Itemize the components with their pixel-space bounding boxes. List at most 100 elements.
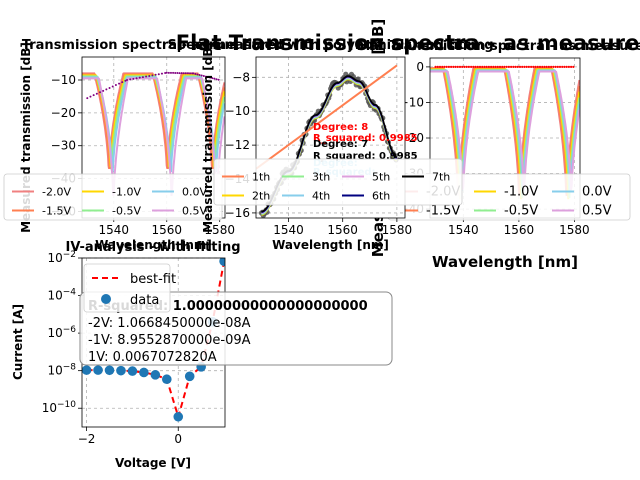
legend-label: -0.5V — [112, 205, 141, 218]
reference-point — [172, 71, 175, 74]
x-tick-label: 1580 — [559, 223, 590, 237]
reference-point — [498, 65, 502, 68]
legend-label: -2.0V — [42, 186, 71, 199]
legend-label: 0.5V — [182, 205, 207, 218]
reference-point — [194, 72, 197, 75]
reference-point — [186, 72, 189, 75]
y-tick-label: −20 — [51, 106, 76, 120]
reference-point — [538, 65, 542, 68]
fit-annotation: R_squared: 0.9985 — [313, 133, 418, 144]
x-tick-label: 1560 — [504, 223, 535, 237]
data-point — [82, 365, 92, 375]
tick-base: 10 — [47, 326, 62, 340]
reference-point — [167, 71, 170, 74]
x-tick-label: −2 — [78, 432, 96, 446]
reference-point — [521, 65, 524, 68]
reference-point — [483, 65, 486, 68]
data-point — [150, 370, 161, 380]
x-axis-label: Voltage [V] — [115, 456, 191, 470]
reference-point — [552, 65, 555, 68]
reference-point — [474, 65, 477, 68]
legend-label: 4th — [312, 190, 330, 203]
reference-point — [541, 65, 544, 68]
tick-exponent: −10 — [57, 400, 76, 410]
reference-point — [554, 65, 557, 68]
annotation-text: -2V: 1.0668450000e-08A — [88, 316, 251, 331]
reference-point — [102, 89, 105, 92]
reference-point — [114, 84, 117, 87]
reference-point — [572, 65, 575, 68]
reference-point — [176, 72, 179, 75]
tick-exponent: −6 — [63, 325, 77, 335]
reference-point — [518, 65, 522, 68]
reference-point — [182, 72, 185, 75]
legend-label: best-fit — [130, 272, 176, 287]
legend-label: 0.0V — [182, 186, 207, 199]
reference-point — [118, 82, 121, 85]
reference-point — [202, 75, 205, 78]
tick-exponent: −8 — [63, 363, 77, 373]
reference-point — [547, 65, 550, 68]
reference-point — [135, 77, 138, 80]
reference-point — [169, 71, 172, 74]
reference-point — [111, 85, 114, 88]
reference-point — [217, 78, 220, 81]
figure-suptitle: Flat Transmission spectra - as measured — [176, 31, 640, 55]
reference-point — [434, 65, 437, 68]
reference-point — [545, 65, 548, 68]
reference-point — [472, 65, 475, 68]
reference-point — [510, 65, 513, 68]
reference-point — [470, 65, 473, 68]
tick-base: 10 — [47, 364, 62, 378]
reference-point — [534, 65, 537, 68]
y-tick-label: 10−4 — [47, 288, 76, 303]
y-tick-label: −8 — [232, 70, 250, 84]
annotation-text: -1V: 8.9552870000e-09A — [88, 333, 251, 348]
axes-title: Transmission spectra - as measured — [22, 38, 285, 53]
y-tick-label: 0 — [416, 60, 424, 74]
axes-title: Flat Transmission spectra - as measured — [357, 39, 640, 54]
reference-point — [196, 73, 199, 76]
reference-point — [525, 65, 528, 68]
reference-point — [465, 65, 468, 68]
reference-point — [105, 88, 108, 91]
reference-point — [145, 75, 148, 78]
reference-point — [530, 65, 533, 68]
x-tick-label: 1540 — [448, 223, 479, 237]
reference-point — [492, 65, 495, 68]
reference-point — [138, 76, 141, 79]
x-tick-label: 1580 — [204, 223, 235, 237]
reference-point — [184, 72, 187, 75]
reference-point — [501, 65, 504, 68]
reference-point — [164, 72, 167, 75]
y-tick-label: −10 — [225, 104, 250, 118]
reference-point — [441, 65, 444, 68]
tick-base: 10 — [42, 401, 57, 415]
reference-point — [463, 65, 466, 68]
reference-point — [132, 77, 135, 80]
x-axis-label: Wavelength [nm] — [95, 238, 212, 252]
reference-point — [204, 75, 207, 78]
axes-title: IV-analysis - with fitting — [66, 240, 241, 255]
reference-point — [211, 77, 214, 80]
reference-point — [157, 73, 160, 76]
reference-point — [458, 65, 462, 68]
reference-point — [454, 65, 457, 68]
x-tick-label: 1540 — [273, 223, 304, 237]
fit-annotation: Degree: 8 — [313, 122, 368, 133]
reference-point — [447, 65, 450, 68]
reference-point — [467, 65, 470, 68]
tick-exponent: −4 — [63, 288, 77, 298]
reference-point — [121, 81, 124, 84]
y-axis-label: Current [A] — [11, 304, 25, 380]
reference-point — [514, 65, 517, 68]
x-tick-label: 1560 — [151, 223, 182, 237]
panel-transmission-measured: 154015601580−50−40−30−20−10Transmission … — [3, 38, 285, 252]
legend-label: 3th — [312, 171, 330, 184]
reference-point — [561, 65, 564, 68]
reference-point — [174, 71, 177, 74]
reference-point — [496, 65, 499, 68]
data-point — [219, 258, 225, 267]
y-tick-label: 10−2 — [47, 250, 76, 265]
